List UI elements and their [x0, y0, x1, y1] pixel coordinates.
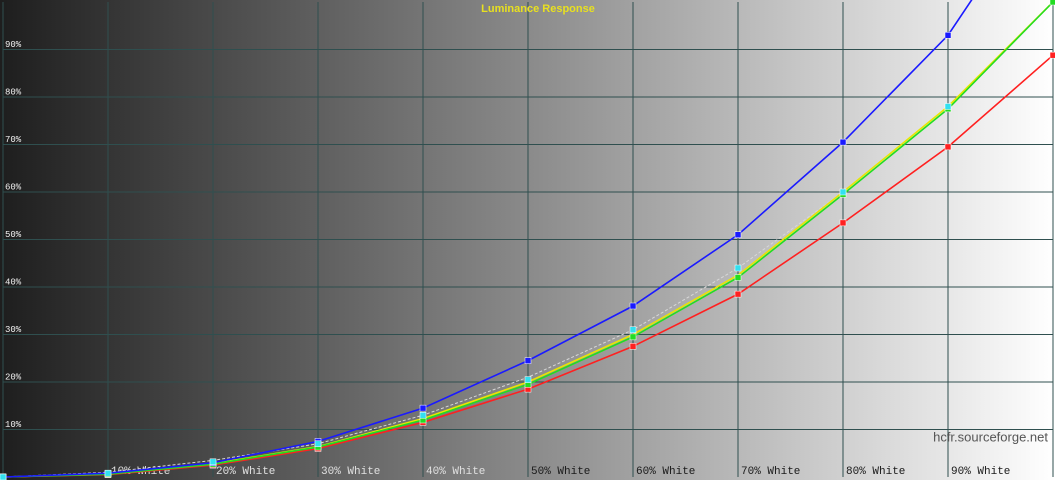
y-tick-label: 20% — [5, 372, 22, 382]
y-tick-label: 90% — [5, 40, 22, 50]
x-tick-label: 50% White — [531, 466, 590, 478]
data-point — [944, 143, 952, 151]
data-point — [419, 412, 427, 419]
chart-title: Luminance Response — [481, 3, 595, 15]
data-point — [629, 343, 637, 350]
x-tick-label: 80% White — [846, 466, 905, 478]
data-point — [314, 440, 322, 447]
data-point — [734, 264, 742, 272]
data-point — [209, 458, 217, 466]
data-point — [839, 219, 847, 227]
data-point — [524, 357, 532, 364]
watermark: hcfr.sourceforge.net — [933, 429, 1048, 444]
data-point — [629, 326, 637, 333]
x-tick-label: 90% White — [951, 466, 1010, 478]
y-tick-label: 50% — [5, 230, 22, 240]
data-point — [944, 103, 952, 110]
data-point — [839, 188, 847, 196]
x-tick-label: 30% White — [321, 466, 380, 478]
data-point — [734, 231, 742, 238]
y-tick-label: 80% — [5, 87, 22, 97]
y-tick-label: 60% — [5, 182, 22, 192]
x-tick-label: 20% White — [216, 466, 275, 478]
y-tick-label: 70% — [5, 135, 22, 145]
x-tick-label: 40% White — [426, 466, 485, 478]
y-tick-label: 40% — [5, 277, 22, 287]
data-point — [1049, 0, 1055, 6]
data-point — [839, 138, 847, 146]
x-tick-label: 70% White — [741, 466, 800, 478]
data-point — [629, 302, 637, 310]
y-tick-label: 10% — [5, 420, 22, 430]
data-point — [734, 290, 742, 298]
data-point — [104, 469, 112, 477]
data-point — [0, 473, 7, 480]
data-point — [629, 333, 637, 341]
x-tick-label: 60% White — [636, 466, 695, 478]
data-point — [944, 32, 952, 39]
data-point — [1049, 51, 1055, 59]
data-point — [734, 274, 742, 281]
data-point — [524, 376, 532, 383]
data-point — [419, 404, 427, 412]
y-tick-label: 30% — [5, 325, 22, 335]
